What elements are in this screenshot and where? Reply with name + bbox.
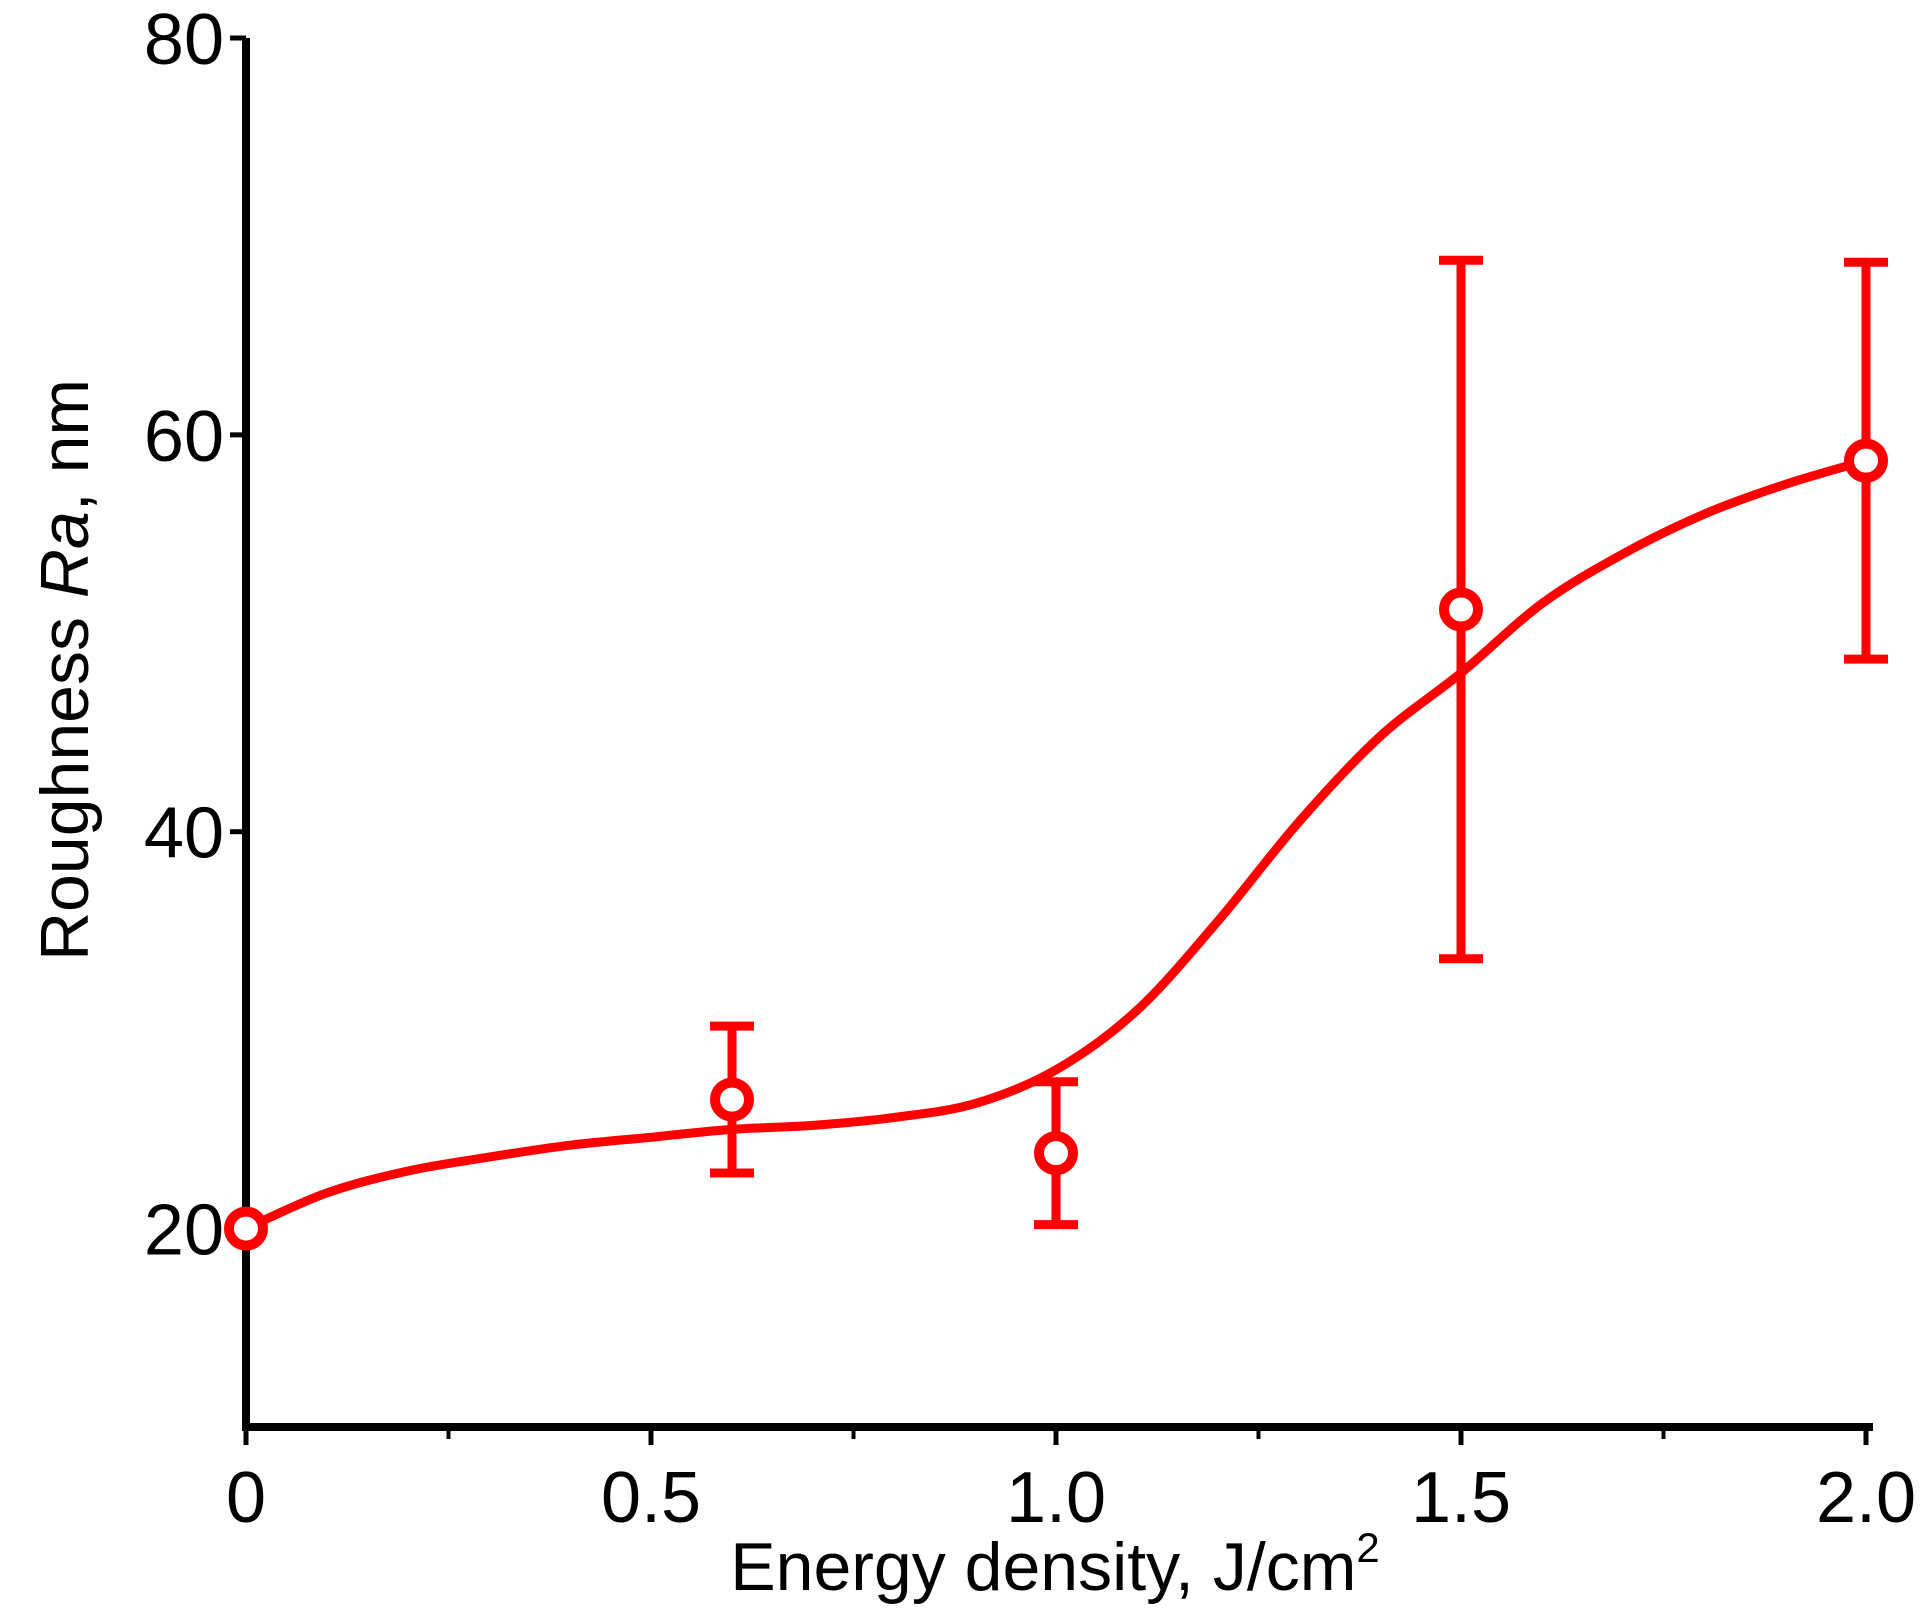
data-point-marker	[1034, 1131, 1078, 1176]
y-axis-title-prefix: Roughness	[27, 598, 103, 961]
data-markers-layer	[224, 438, 1888, 1251]
x-tick-label: 2.0	[1816, 1458, 1916, 1538]
axis-ticks	[230, 35, 1869, 1445]
y-tick-label: 60	[144, 397, 224, 477]
x-tick-label: 1.0	[1006, 1458, 1106, 1538]
fit-curve-layer	[241, 456, 1871, 1234]
x-axis-title-text: Energy density, J/cm	[730, 1529, 1356, 1605]
y-axis-title-suffix: , nm	[27, 379, 103, 511]
x-tick-label: 1.5	[1411, 1458, 1511, 1538]
y-axis-title-italic: Ra	[27, 511, 103, 598]
y-tick-label: 80	[144, 0, 224, 80]
axis-tick-labels: 0 0.5 1.0 1.5 2.0 20 40 60 80	[144, 0, 1916, 1538]
y-axis-title: Roughness Ra, nm	[27, 379, 103, 961]
x-tick-label: 0	[226, 1458, 266, 1538]
fit-curve	[241, 456, 1871, 1234]
data-point-marker	[1844, 438, 1888, 483]
data-point-marker	[1439, 587, 1483, 632]
x-axis-title-superscript: 2	[1356, 1524, 1379, 1571]
y-tick-label: 40	[144, 794, 224, 874]
error-bars-layer	[710, 255, 1888, 1230]
data-point-marker	[710, 1077, 754, 1122]
y-tick-label: 20	[144, 1191, 224, 1271]
x-axis-title: Energy density, J/cm2	[730, 1524, 1379, 1605]
data-point-marker	[224, 1206, 268, 1251]
x-tick-label: 0.5	[601, 1458, 701, 1538]
